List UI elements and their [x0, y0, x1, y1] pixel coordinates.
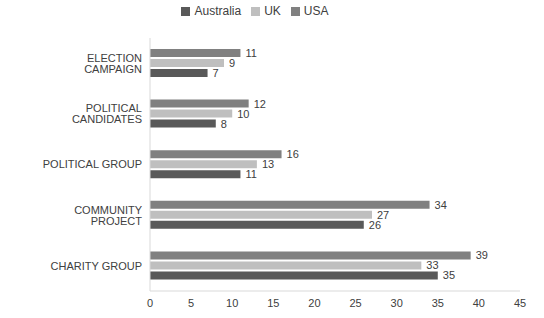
svg-text:15: 15 [267, 297, 279, 309]
svg-text:20: 20 [308, 297, 320, 309]
svg-text:45: 45 [514, 297, 526, 309]
svg-text:POLITICAL GROUP: POLITICAL GROUP [43, 158, 142, 170]
svg-text:11: 11 [245, 168, 256, 180]
svg-text:35: 35 [432, 297, 444, 309]
svg-text:16: 16 [287, 148, 299, 160]
svg-text:33: 33 [426, 259, 438, 271]
svg-text:ELECTIONCAMPAIGN: ELECTIONCAMPAIGN [84, 52, 142, 75]
svg-text:30: 30 [391, 297, 403, 309]
svg-text:9: 9 [229, 57, 235, 69]
svg-text:7: 7 [213, 67, 219, 79]
html-text:USA: USA [303, 4, 329, 18]
svg-text:5: 5 [188, 297, 194, 309]
svg-text:26: 26 [369, 219, 381, 231]
svg-text:25: 25 [349, 297, 361, 309]
svg-text:13: 13 [262, 158, 274, 170]
svg-text:CHARITY GROUP: CHARITY GROUP [51, 260, 142, 272]
svg-text:39: 39 [476, 249, 488, 261]
svg-text:8: 8 [221, 118, 227, 130]
svg-text:10: 10 [226, 297, 238, 309]
svg-text:POLITICALCANDIDATES: POLITICALCANDIDATES [72, 102, 142, 125]
svg-text:11: 11 [245, 47, 256, 59]
svg-text:0: 0 [147, 297, 153, 309]
svg-text:34: 34 [435, 199, 447, 211]
html-text:UK: UK [264, 4, 281, 18]
svg-text:12: 12 [254, 98, 266, 110]
html-text:Australia: Australia [194, 4, 242, 18]
svg-text:27: 27 [377, 208, 390, 221]
svg-text:COMMUNITYPROJECT: COMMUNITYPROJECT [74, 204, 142, 227]
svg-text:40: 40 [473, 297, 485, 309]
svg-text:35: 35 [443, 269, 455, 281]
svg-text:10: 10 [237, 108, 249, 120]
